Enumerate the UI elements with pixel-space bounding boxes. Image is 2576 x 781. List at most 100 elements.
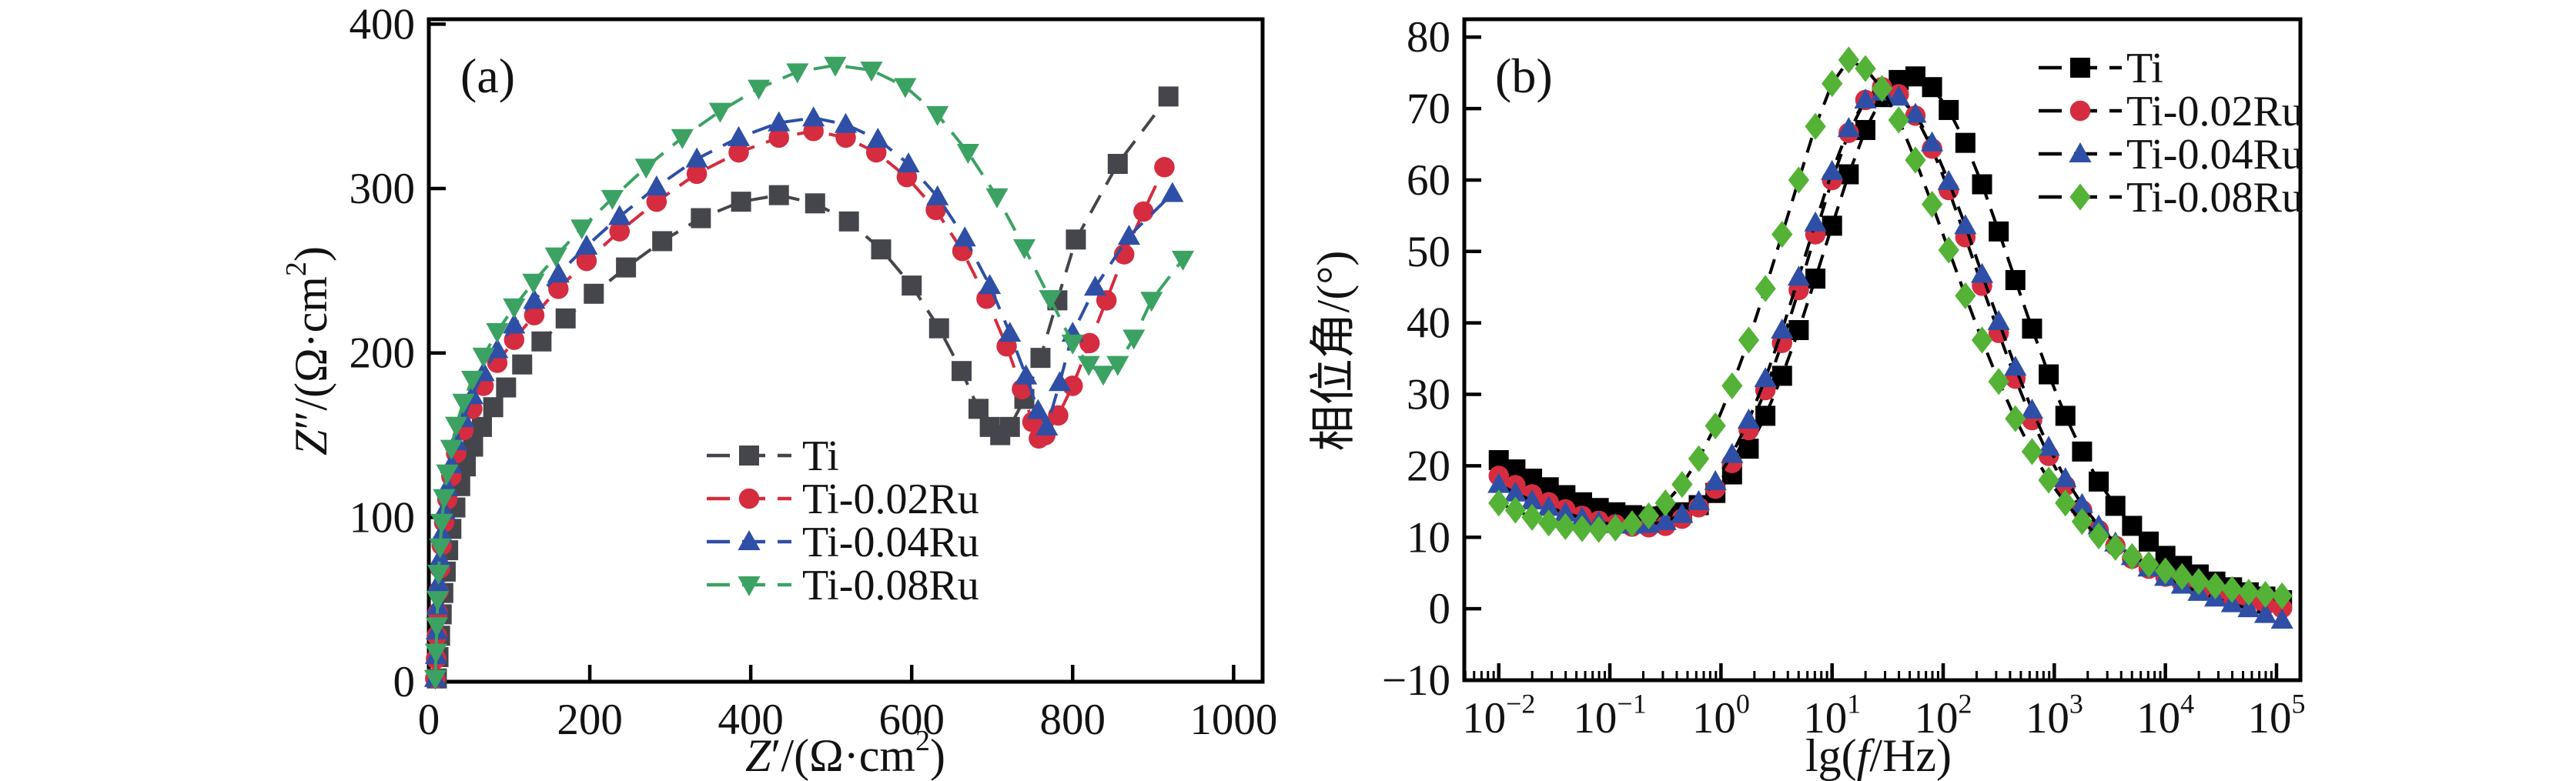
marker-triangle-down — [544, 247, 567, 268]
marker-triangle-up — [2037, 436, 2060, 456]
marker-triangle-up — [1771, 319, 1794, 339]
marker-triangle-down — [1077, 355, 1100, 376]
marker-square — [2022, 319, 2042, 339]
marker-triangle-up — [523, 289, 546, 309]
x-axis-label-nyquist: Z′/(Ω·cm2) — [745, 725, 945, 781]
marker-triangle-up — [897, 152, 920, 173]
marker-triangle-up — [1049, 371, 1072, 392]
marker-triangle-up — [979, 274, 1002, 295]
panel-label-bode-phase: (b) — [1495, 48, 1553, 103]
x-tick-label: 800 — [1040, 696, 1106, 744]
marker-triangle-up — [1554, 501, 1577, 522]
legend-item-Ti-0.02Ru: Ti-0.02Ru — [2039, 88, 2303, 135]
marker-triangle-up — [645, 175, 668, 195]
x-tick-label: 10−2 — [1462, 688, 1535, 743]
marker-diamond — [1871, 75, 1893, 102]
legend-label: Ti-0.08Ru — [2126, 174, 2303, 222]
marker-square — [928, 318, 949, 339]
marker-square — [1030, 348, 1051, 369]
marker-square — [471, 416, 492, 437]
marker-circle — [1133, 201, 1154, 222]
marker-triangle-down — [423, 669, 447, 690]
marker-triangle-down — [860, 62, 883, 82]
marker-diamond — [2105, 533, 2126, 561]
marker-triangle-down — [1122, 329, 1146, 350]
legend-item-Ti-0.02Ru: Ti-0.02Ru — [707, 476, 979, 523]
y-tick-label: 400 — [350, 0, 416, 48]
marker-triangle-up — [1854, 88, 1877, 108]
marker-diamond — [1721, 372, 1743, 399]
marker-diamond — [2005, 405, 2026, 432]
marker-triangle-up — [1804, 211, 1827, 232]
marker-square — [1989, 221, 2009, 242]
marker-triangle-up — [1737, 409, 1761, 429]
x-tick-label: 400 — [718, 696, 784, 744]
marker-triangle-down — [430, 513, 453, 534]
marker-diamond — [1988, 368, 2009, 396]
marker-triangle-down — [433, 489, 456, 509]
marker-triangle-up — [1921, 131, 1944, 152]
marker-triangle-down — [427, 564, 450, 585]
marker-triangle-down — [426, 591, 450, 612]
marker-diamond — [1755, 275, 1776, 302]
marker-triangle-down — [926, 105, 949, 126]
x-axis-label-bode-phase: lg(f/Hz) — [1805, 730, 1952, 781]
marker-square — [2072, 441, 2093, 462]
marker-triangle-up — [2070, 492, 2093, 513]
marker-diamond — [2254, 581, 2277, 609]
marker-square — [1771, 365, 1792, 386]
marker-triangle-up — [685, 147, 708, 168]
marker-circle — [686, 163, 708, 185]
marker-circle — [548, 279, 569, 299]
marker-square — [496, 377, 517, 398]
marker-triangle-up — [1887, 85, 1910, 106]
marker-diamond — [1604, 514, 1626, 542]
y-tick-label: 100 — [350, 493, 416, 542]
marker-diamond — [2238, 579, 2260, 606]
marker-square — [968, 399, 989, 419]
marker-diamond — [2171, 562, 2193, 590]
marker-square — [2105, 496, 2126, 516]
marker-diamond — [1587, 516, 1610, 543]
x-tick-label: 105 — [2247, 688, 2305, 743]
legend-item-Ti: Ti — [2039, 45, 2163, 92]
marker-diamond — [2055, 489, 2076, 517]
marker-triangle-down — [956, 144, 979, 165]
marker-square — [1972, 174, 1992, 195]
marker-square — [2039, 364, 2059, 385]
marker-diamond — [1521, 503, 1543, 531]
marker-square — [1955, 132, 1975, 153]
x-tick-label: 1000 — [1189, 696, 1277, 744]
marker-diamond — [1705, 412, 1726, 439]
marker-circle — [768, 127, 789, 149]
series-Ti-0.08Ru — [1488, 46, 2293, 609]
marker-square — [2055, 406, 2076, 426]
legend-item-Ti-0.04Ru: Ti-0.04Ru — [2039, 131, 2303, 179]
ticks-nyquist — [427, 22, 1236, 684]
marker-triangle-down — [503, 298, 526, 319]
marker-square — [512, 354, 533, 375]
marker-square — [902, 275, 922, 296]
marker-triangle-up — [608, 205, 631, 225]
marker-triangle-up — [802, 106, 825, 127]
marker-triangle-up — [1954, 214, 1977, 235]
marker-triangle-up — [1487, 472, 1510, 493]
marker-diamond — [1488, 489, 1510, 517]
marker-triangle-up — [1987, 309, 2010, 330]
y-tick-label: 60 — [1407, 156, 1450, 205]
x-tick-label: 103 — [2026, 688, 2083, 743]
marker-triangle-up — [1504, 481, 1527, 502]
marker-diamond — [2038, 466, 2059, 494]
marker-triangle-up — [1721, 442, 1744, 463]
marker-triangle-up — [768, 111, 791, 132]
marker-triangle-down — [522, 273, 545, 294]
x-tick-label: 101 — [1803, 688, 1861, 743]
marker-diamond — [1554, 512, 1576, 540]
marker-triangle-up — [1687, 489, 1711, 510]
x-tick-label: 200 — [557, 696, 623, 744]
marker-triangle-down — [786, 63, 809, 84]
marker-triangle-up — [1537, 496, 1561, 516]
marker-diamond — [2088, 522, 2109, 549]
